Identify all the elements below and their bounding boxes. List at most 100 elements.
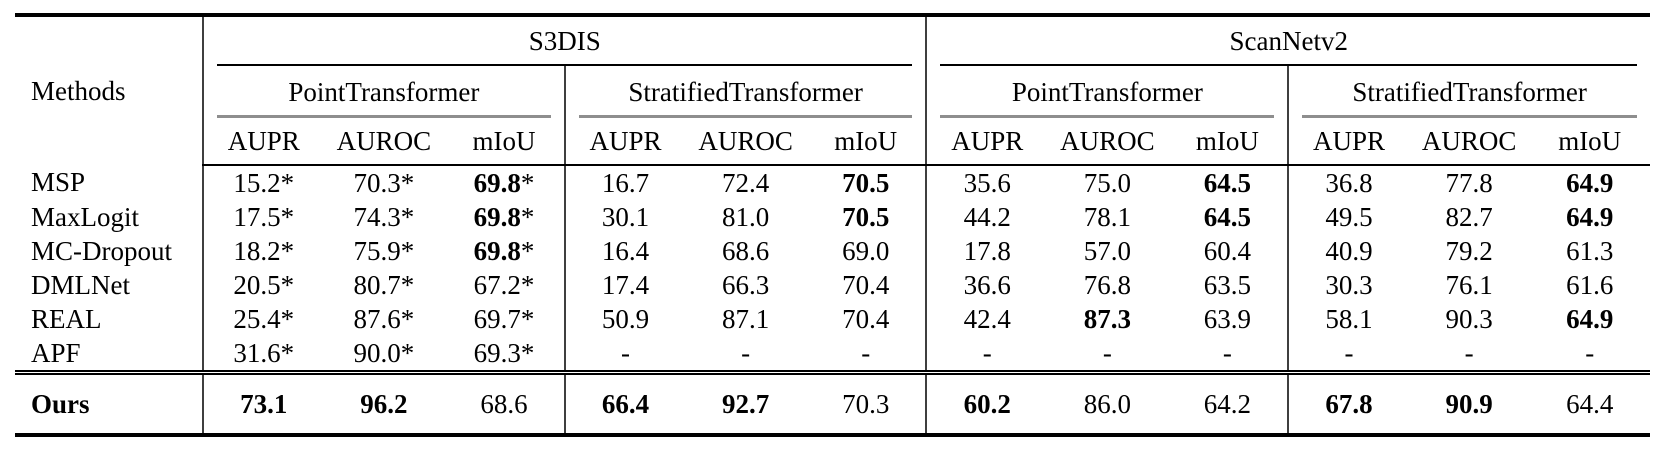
row-dmlnet: DMLNet 20.5* 80.7* 67.2* 17.4 66.3 70.4 36.6 76.…	[15, 268, 1650, 302]
retrained-marker: *	[400, 235, 415, 266]
value-cell: 57.0	[1047, 234, 1168, 268]
value-cell: 69.8*	[444, 234, 565, 268]
metric-header-auroc: AUROC	[323, 118, 445, 166]
metric-value: 64.5	[1203, 167, 1252, 198]
retrained-marker: *	[520, 235, 535, 266]
metric-value: 66.4	[601, 388, 650, 419]
metric-header-auroc: AUROC	[1047, 118, 1168, 166]
metric-value: -	[741, 337, 751, 368]
value-cell: 64.5	[1168, 200, 1289, 234]
metric-value: 64.4	[1566, 388, 1614, 419]
metric-value: 20.5	[233, 269, 281, 300]
value-cell: 18.2*	[202, 234, 324, 268]
value-cell: 69.8*	[444, 200, 565, 234]
value-cell: 70.5	[806, 200, 927, 234]
metric-value: 90.3	[1445, 303, 1493, 334]
metric-value: 64.9	[1566, 303, 1614, 334]
retrained-marker: *	[280, 269, 295, 300]
value-cell: 90.3	[1409, 302, 1530, 336]
metric-value: 70.4	[842, 303, 890, 334]
value-cell: 16.7	[563, 165, 686, 200]
backbone-header-s3dis-pointtransformer: PointTransformer	[202, 66, 565, 118]
value-cell: 73.1	[202, 370, 324, 435]
metric-value: 75.9	[353, 235, 401, 266]
metric-value: 17.4	[601, 269, 650, 300]
value-cell: 64.2	[1167, 370, 1289, 435]
value-cell: 64.9	[1529, 200, 1650, 234]
metric-value: 68.6	[721, 235, 770, 266]
metric-value: 25.4	[233, 303, 281, 334]
metric-value: 90.9	[1445, 388, 1493, 419]
table-body: MSP 15.2* 70.3* 69.8* 16.7 72.4 70.5 35.6 75.0 64…	[15, 165, 1650, 373]
metric-value: 69.8	[473, 167, 521, 198]
retrained-marker: *	[400, 337, 415, 368]
metric-value: 70.3	[353, 167, 401, 198]
value-cell: 20.5*	[202, 268, 324, 302]
metric-value: 69.7	[473, 303, 521, 334]
metric-value: 75.0	[1083, 167, 1131, 198]
metric-value: -	[982, 337, 992, 368]
value-cell: 87.1	[685, 302, 806, 336]
metric-value: 81.0	[721, 201, 770, 232]
metric-value: 44.2	[963, 201, 1011, 232]
value-cell: 36.8	[1287, 165, 1409, 200]
value-cell: -	[685, 336, 806, 373]
metric-header-aupr: AUPR	[202, 118, 324, 166]
metric-header-miou: mIoU	[444, 118, 565, 166]
value-cell: 87.6*	[324, 302, 445, 336]
backbone-header-row: PointTransformer StratifiedTransformer P…	[15, 66, 1650, 118]
metric-value: 80.7	[353, 269, 401, 300]
metric-value: 70.3	[842, 388, 890, 419]
metric-value: 16.7	[601, 167, 650, 198]
value-cell: 49.5	[1287, 200, 1409, 234]
metric-value: 92.7	[721, 388, 770, 419]
value-cell: 72.4	[685, 165, 806, 200]
value-cell: 79.2	[1409, 234, 1530, 268]
row-real: REAL 25.4* 87.6* 69.7* 50.9 87.1 70.4 42.4 87.3 6…	[15, 302, 1650, 336]
value-cell: 82.7	[1409, 200, 1530, 234]
metric-value: 15.2	[233, 167, 281, 198]
retrained-marker: *	[280, 235, 295, 266]
metric-value: 63.5	[1203, 269, 1252, 300]
metric-value: 40.9	[1325, 235, 1373, 266]
metric-header-aupr: AUPR	[563, 118, 686, 166]
metric-value: -	[621, 337, 631, 368]
dataset-header-scannetv2: ScanNetv2	[925, 15, 1650, 66]
value-cell: 76.1	[1409, 268, 1530, 302]
metric-value: 61.3	[1566, 235, 1614, 266]
metric-value: 90.0	[353, 337, 401, 368]
metric-header-auroc: AUROC	[685, 118, 806, 166]
metric-value: 66.3	[721, 269, 770, 300]
metric-header-auroc: AUROC	[1408, 118, 1530, 166]
value-cell: 90.0*	[324, 336, 445, 373]
value-cell: 61.3	[1529, 234, 1650, 268]
value-cell: 70.5	[806, 165, 927, 200]
method-name: MC-Dropout	[31, 235, 172, 266]
value-cell: -	[1168, 336, 1289, 373]
metric-value: -	[861, 337, 871, 368]
metric-value: 70.4	[842, 269, 890, 300]
metric-value: 64.9	[1566, 167, 1614, 198]
retrained-marker: *	[520, 201, 535, 232]
metric-value: 16.4	[601, 235, 650, 266]
value-cell: 74.3*	[324, 200, 445, 234]
value-cell: 50.9	[563, 302, 686, 336]
value-cell: 69.3*	[444, 336, 565, 373]
table-foot: Ours 73.1 96.2 68.6 66.4 92.7 70.3 60.2 86.0 64.2…	[15, 370, 1650, 435]
value-cell: 31.6*	[202, 336, 324, 373]
value-cell: 87.3	[1047, 302, 1168, 336]
metric-value: 60.2	[963, 388, 1011, 419]
metric-value: 64.5	[1203, 201, 1252, 232]
metric-value: 96.2	[360, 388, 408, 419]
metric-value: 36.8	[1325, 167, 1373, 198]
retrained-marker: *	[400, 201, 415, 232]
value-cell: 70.3	[805, 370, 927, 435]
metric-value: 63.9	[1203, 303, 1252, 334]
table-header: Methods S3DIS ScanNetv2 PointTransformer…	[15, 15, 1650, 166]
metric-value: 64.2	[1203, 388, 1252, 419]
value-cell: 67.2*	[444, 268, 565, 302]
metric-header-miou: mIoU	[1529, 118, 1650, 166]
value-cell: 16.4	[563, 234, 686, 268]
value-cell: 86.0	[1047, 370, 1168, 435]
row-msp: MSP 15.2* 70.3* 69.8* 16.7 72.4 70.5 35.6 75.0 64…	[15, 165, 1650, 200]
